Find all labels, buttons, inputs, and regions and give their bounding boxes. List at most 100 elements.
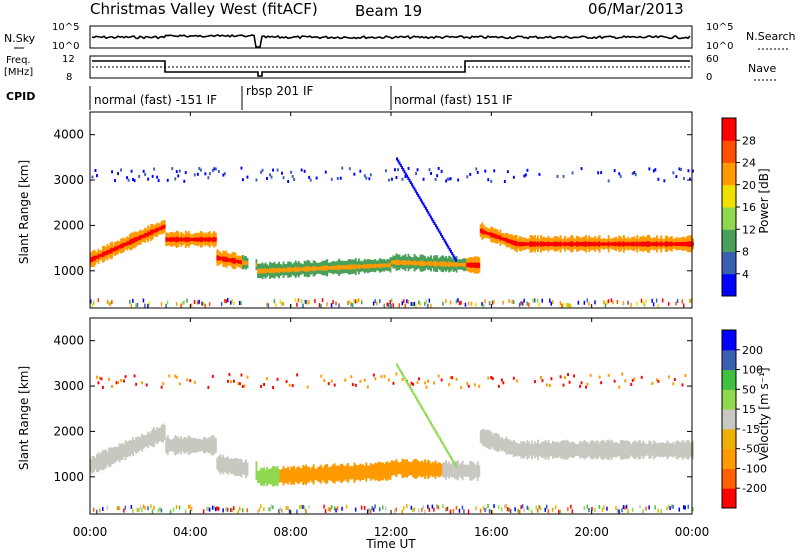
heatmap-cell	[580, 452, 583, 455]
heatmap-cell	[433, 473, 435, 477]
heatmap-cell	[267, 265, 270, 268]
heatmap-cell	[502, 234, 505, 238]
heatmap-cell	[308, 260, 311, 264]
heatmap-cell	[264, 270, 267, 274]
heatmap-cell	[562, 449, 565, 454]
heatmap-cell	[397, 471, 399, 475]
heatmap-cell	[287, 481, 290, 485]
heatmap-cell	[394, 263, 396, 267]
heatmap-cell	[374, 462, 377, 466]
heatmap-cell	[138, 443, 141, 447]
heatmap-cell	[550, 447, 553, 451]
heatmap-cell	[105, 256, 107, 259]
heatmap-cell	[96, 509, 98, 514]
heatmap-cell	[422, 265, 425, 269]
heatmap-cell	[177, 231, 180, 235]
heatmap-cell	[476, 171, 479, 174]
heatmap-cell	[630, 245, 633, 249]
heatmap-cell	[452, 256, 455, 260]
heatmap-cell	[567, 455, 569, 459]
heatmap-cell	[296, 472, 299, 476]
heatmap-cell	[385, 266, 387, 269]
heatmap-cell	[415, 462, 417, 466]
heatmap-cell	[683, 248, 685, 251]
heatmap-cell	[171, 241, 174, 245]
heatmap-cell	[324, 260, 327, 264]
heatmap-cell	[606, 243, 609, 246]
heatmap-cell	[664, 248, 667, 252]
heatmap-cell	[273, 267, 276, 271]
heatmap-cell	[379, 474, 381, 478]
heatmap-cell	[327, 382, 330, 386]
heatmap-cell	[628, 240, 631, 243]
heatmap-cell	[257, 476, 259, 480]
heatmap-cell	[579, 384, 581, 388]
heatmap-cell	[175, 170, 178, 174]
heatmap-cell	[494, 444, 497, 449]
heatmap-cell	[135, 231, 138, 235]
heatmap-cell	[580, 241, 583, 245]
heatmap-cell	[654, 237, 657, 241]
heatmap-cell	[324, 265, 327, 269]
heatmap-cell	[538, 451, 541, 454]
heatmap-cell	[245, 474, 247, 479]
heatmap-cell	[213, 442, 216, 446]
heatmap-cell	[278, 475, 280, 479]
heatmap-cell	[470, 464, 473, 468]
heatmap-cell	[371, 469, 374, 472]
heatmap-cell	[321, 475, 324, 479]
heatmap-cell	[583, 300, 586, 305]
heatmap-cell	[263, 467, 265, 471]
heatmap-cell	[436, 504, 438, 509]
heatmap-cell	[460, 475, 463, 479]
heatmap-cell	[153, 229, 156, 232]
heatmap-cell	[356, 469, 359, 473]
heatmap-cell	[579, 239, 581, 243]
heatmap-cell	[230, 263, 232, 267]
heatmap-cell	[261, 262, 264, 266]
heatmap-cell	[667, 243, 670, 247]
heatmap-cell	[264, 273, 267, 277]
heatmap-cell	[261, 471, 264, 475]
heatmap-cell	[102, 248, 104, 252]
heatmap-cell	[505, 239, 508, 243]
heatmap-cell	[511, 239, 514, 243]
heatmap-cell	[189, 242, 192, 245]
heatmap-cell	[181, 233, 184, 236]
heatmap-cell	[257, 509, 259, 514]
heatmap-cell	[666, 235, 669, 239]
heatmap-cell	[491, 232, 494, 236]
heatmap-cell	[369, 465, 372, 470]
heatmap-cell	[263, 268, 265, 271]
heatmap-cell	[223, 458, 226, 461]
heatmap-cell	[421, 460, 423, 464]
heatmap-cell	[285, 473, 288, 476]
heatmap-cell	[639, 246, 642, 249]
heatmap-cell	[300, 504, 303, 509]
heatmap-cell	[124, 505, 127, 510]
heatmap-cell	[598, 240, 601, 244]
heatmap-cell	[255, 261, 258, 264]
heatmap-cell	[124, 440, 127, 444]
heatmap-cell	[672, 171, 675, 175]
heatmap-cell	[558, 454, 560, 457]
heatmap-cell	[425, 263, 428, 266]
heatmap-cell	[299, 474, 302, 478]
heatmap-cell	[142, 233, 145, 237]
heatmap-cell	[583, 452, 586, 457]
heatmap-cell	[661, 238, 664, 241]
heatmap-cell	[129, 453, 131, 457]
heatmap-cell	[543, 441, 545, 445]
heatmap-cell	[291, 264, 294, 267]
heatmap-cell	[374, 377, 377, 381]
heatmap-cell	[461, 470, 464, 474]
heatmap-cell	[502, 236, 505, 239]
heatmap-cell	[430, 467, 432, 470]
heatmap-cell	[463, 268, 466, 272]
heatmap-cell	[284, 271, 286, 274]
heatmap-cell	[534, 380, 536, 384]
heatmap-cell	[491, 300, 494, 305]
heatmap-cell	[484, 438, 487, 442]
heatmap-cell	[414, 189, 417, 193]
heatmap-cell	[400, 466, 402, 469]
